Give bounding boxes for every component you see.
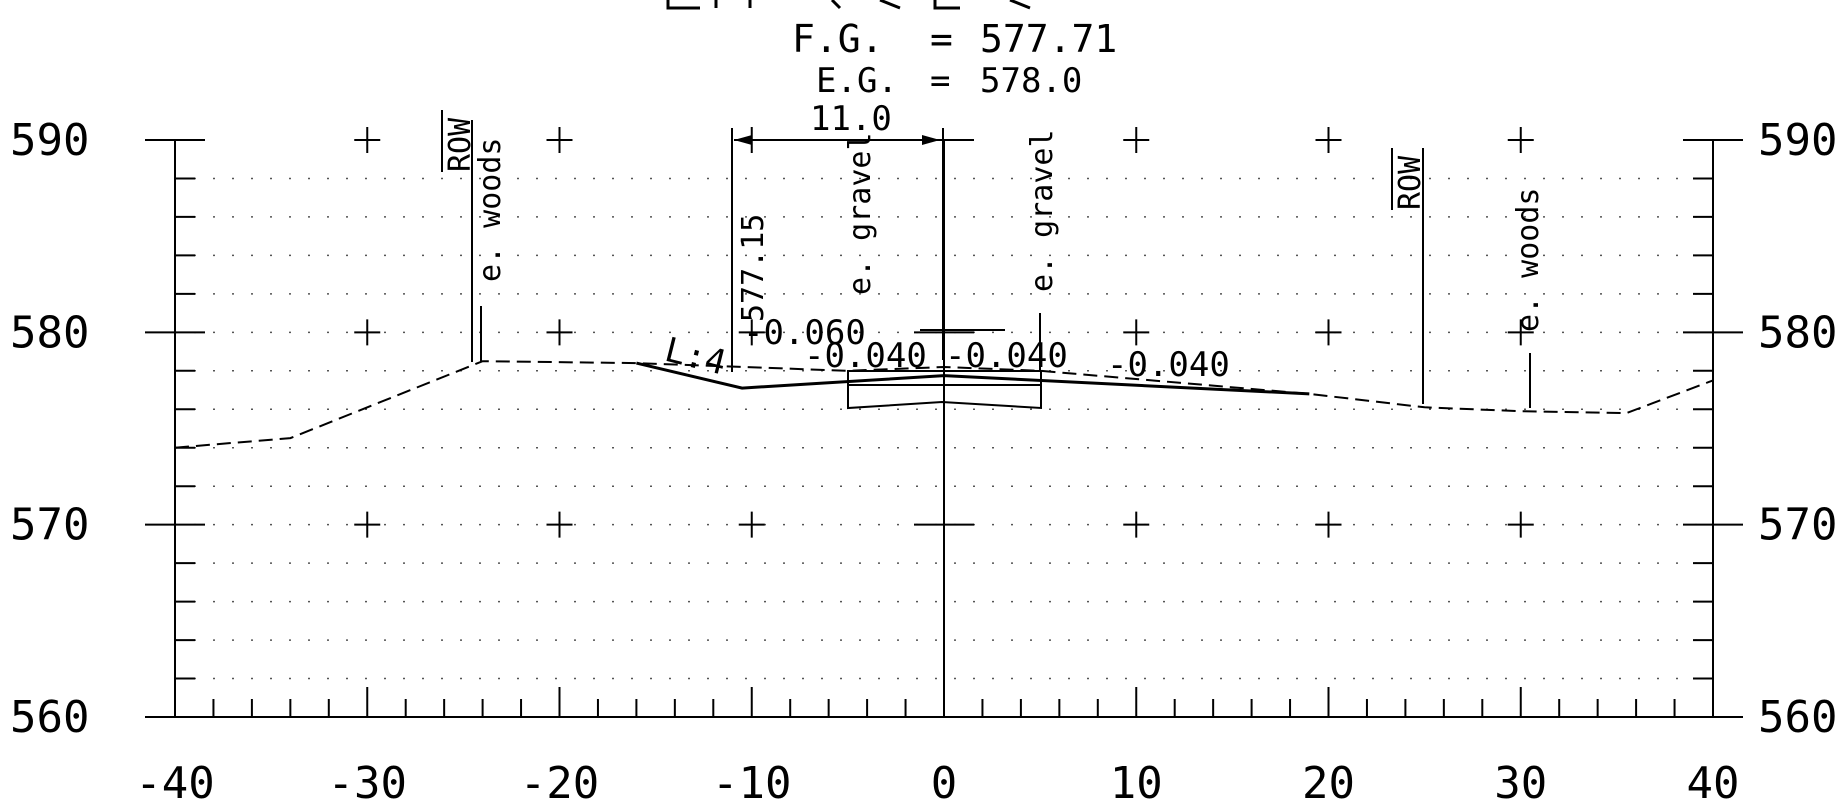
grid-cross: [546, 511, 573, 538]
y-tick-label-right: 590: [1758, 115, 1837, 166]
grid-cross: [546, 127, 573, 153]
grid-cross: [1315, 511, 1342, 538]
width-dimension: 11.0: [734, 99, 940, 145]
grid-cross: [1123, 511, 1150, 538]
dim-width-label: 11.0: [810, 99, 892, 139]
slope-ratio-label: L:4: [661, 330, 730, 384]
woods-right-label: e. woods: [1511, 188, 1546, 333]
x-tick-label: 40: [1687, 758, 1740, 809]
x-tick-label: -40: [135, 758, 214, 809]
fg-equals: =: [930, 17, 953, 61]
pavement-structure: [847, 370, 1042, 410]
grid-cross: [738, 511, 765, 538]
slope-040-a-label: -0.040: [804, 336, 927, 376]
y-tick-label-right: 580: [1758, 307, 1837, 358]
grid-cross: [1507, 511, 1534, 538]
x-tick-label: -20: [520, 758, 599, 809]
grid-cross: [1507, 127, 1534, 153]
grid-cross: [354, 319, 381, 346]
x-tick-label: -10: [712, 758, 791, 809]
y-tick-label-left: 580: [10, 307, 89, 358]
slope-040-c-label: -0.040: [1107, 345, 1230, 385]
grid-cross: [354, 511, 381, 538]
row-left-marker: ROW: [441, 110, 478, 172]
grid-cross: [1507, 319, 1534, 346]
eg-equals: =: [930, 61, 950, 101]
x-tick-label: 20: [1302, 758, 1355, 809]
grid-cross: [546, 319, 573, 346]
fg-label: F.G.: [792, 17, 884, 61]
y-tick-label-right: 560: [1758, 692, 1837, 743]
callout-lines: [471, 120, 1531, 408]
row-left-label: ROW: [443, 117, 478, 172]
cutoff-title-fragment: [666, 0, 1031, 10]
row-right-marker: ROW: [1391, 148, 1428, 210]
x-tick-label: -30: [328, 758, 407, 809]
fg-value: 577.71: [980, 17, 1117, 61]
y-tick-label-left: 570: [10, 500, 89, 551]
y-tick-label-right: 570: [1758, 500, 1837, 551]
grid-cross: [738, 319, 765, 346]
grid-cross: [1123, 319, 1150, 346]
row-right-label: ROW: [1393, 155, 1428, 210]
grid-cross: [1123, 127, 1150, 153]
y-tick-label-left: 590: [10, 115, 89, 166]
header-block: F.G. = 577.71 E.G. = 578.0: [792, 17, 1117, 101]
grid-cross: [1315, 127, 1342, 153]
woods-left-label: e. woods: [473, 138, 508, 283]
x-tick-label: 30: [1494, 758, 1547, 809]
existing-ground-line: [174, 360, 1714, 449]
y-tick-label-left: 560: [10, 692, 89, 743]
slope-060-label: -0.060: [743, 313, 866, 353]
x-tick-label: 10: [1110, 758, 1163, 809]
x-axis-labels: -40 -30 -20 -10 0 10 20 30 40: [135, 758, 1739, 809]
gravel-right-label: e. gravel: [1025, 129, 1060, 292]
grid-cross: [354, 127, 381, 153]
eg-value: 578.0: [980, 61, 1082, 101]
profile-lines: [174, 360, 1714, 449]
eg-label: E.G.: [816, 61, 898, 101]
gravel-left-label: e. gravel: [843, 132, 878, 295]
finished-grade-line: [636, 361, 1310, 396]
x-tick-label: 0: [931, 758, 958, 809]
y-axis-labels: 590 580 570 560 590 580 570 560: [10, 115, 1837, 743]
grid-cross: [1315, 319, 1342, 346]
slope-040-b-label: -0.040: [945, 336, 1068, 376]
elev-hinge-label: 577.15: [736, 214, 771, 322]
